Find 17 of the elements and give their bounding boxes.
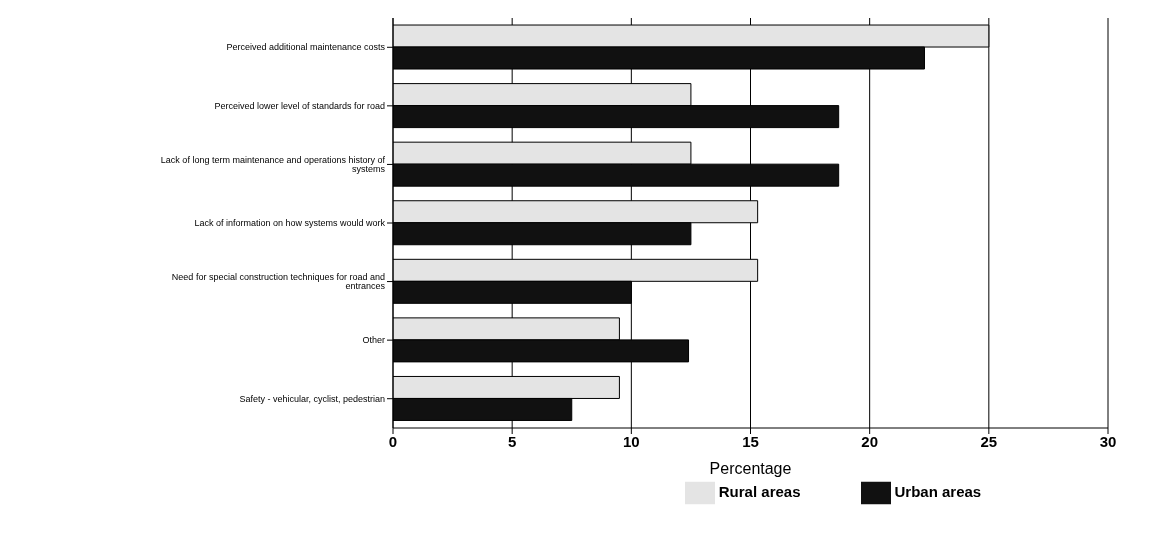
x-tick-label: 25 — [980, 432, 998, 450]
y-tick-label: Lack of long term maintenance and operations history of systems — [160, 155, 386, 175]
x-axis-title: Percentage — [709, 460, 792, 477]
y-tick-label: Safety - vehicular, cyclist, pedestrian — [239, 393, 385, 404]
y-tick-label: Need for special construction techniques for road and entrances — [171, 272, 386, 292]
x-tick-label: 5 — [507, 432, 517, 450]
x-tick-label: 20 — [861, 432, 879, 450]
legend-label: Rural areas — [718, 482, 801, 500]
x-tick-label: 10 — [622, 432, 640, 450]
legend-label: Urban areas — [894, 482, 982, 500]
x-tick-label: 15 — [742, 432, 759, 450]
x-tick-label: 0 — [388, 432, 398, 450]
y-tick-label: Perceived lower level of standards for road — [214, 101, 385, 112]
y-tick-label: Perceived additional maintenance costs — [226, 42, 386, 53]
y-tick-label: Lack of information on how systems would work — [194, 218, 386, 229]
x-tick-label: 30 — [1099, 432, 1117, 450]
y-tick-label: Other — [362, 335, 385, 346]
